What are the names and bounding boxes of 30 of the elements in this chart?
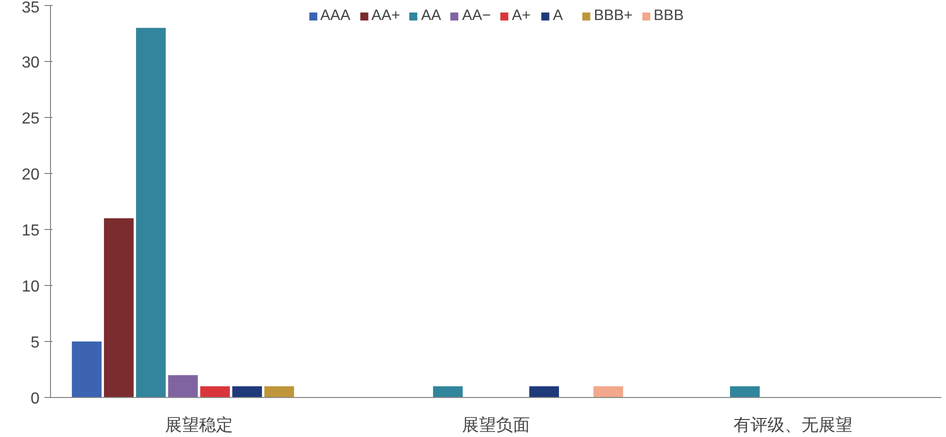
x-tick-label: 展望稳定 (165, 416, 233, 434)
bar (433, 386, 463, 398)
y-tick-label: 0 (30, 390, 40, 408)
bar (168, 375, 198, 398)
y-tick-label: 25 (22, 110, 40, 128)
legend-label: AAA (320, 7, 350, 24)
y-tick-label: 5 (30, 334, 40, 352)
bar (72, 342, 102, 398)
bar (232, 386, 262, 398)
bar (730, 386, 760, 398)
legend-label: AA (421, 7, 442, 24)
bar (104, 218, 134, 398)
bar (593, 386, 624, 398)
y-tick-label: 20 (22, 166, 40, 184)
y-tick-label: 30 (22, 54, 40, 72)
y-tick-label: 10 (22, 278, 40, 296)
y-tick-label: 15 (22, 222, 40, 240)
legend-label: AA− (462, 7, 491, 24)
legend-label: A+ (512, 7, 532, 24)
y-tick-label: 35 (22, 0, 40, 16)
legend-label: BBB (654, 7, 684, 24)
legend-label: BBB+ (594, 7, 633, 24)
bar (136, 28, 166, 398)
x-tick-label: 有评级、无展望 (734, 416, 852, 434)
bar (200, 386, 230, 398)
bar (264, 386, 294, 398)
x-tick-label: 展望负面 (462, 416, 530, 434)
legend-label: A (552, 7, 564, 24)
bar (529, 386, 559, 398)
legend-label: AA+ (371, 7, 400, 24)
